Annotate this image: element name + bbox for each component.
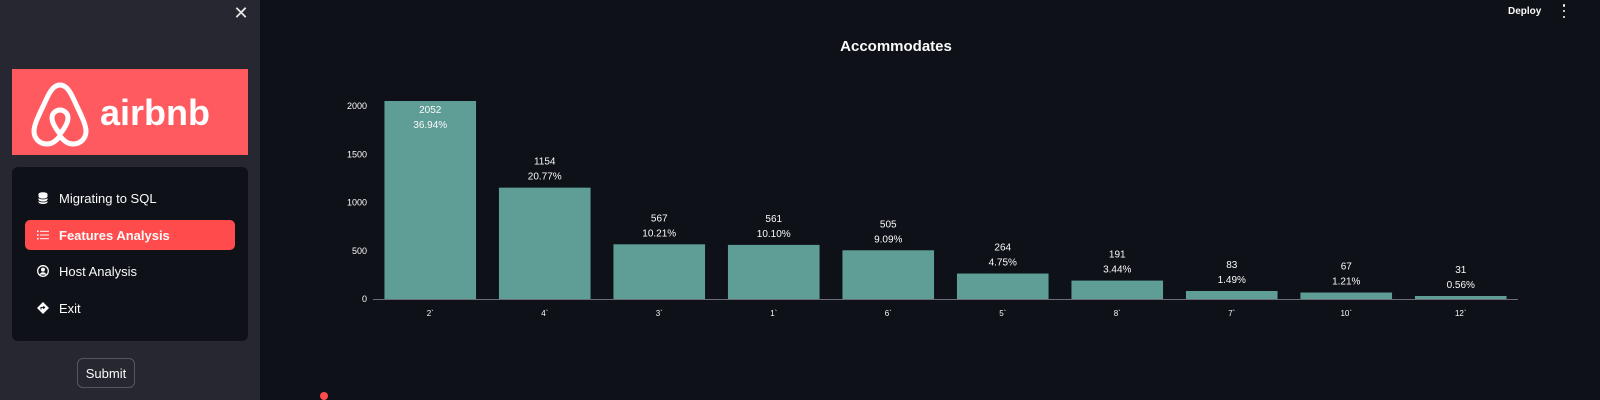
submit-button[interactable]: Submit [77, 358, 135, 388]
x-tick-label: 5` [999, 309, 1006, 318]
airbnb-belo-icon: airbnb [31, 82, 210, 147]
nav-item-label: Features Analysis [59, 227, 170, 243]
data-label-value: 561 [765, 214, 782, 225]
data-label-value: 191 [1109, 250, 1126, 261]
bar [613, 244, 706, 299]
nav-menu: Migrating to SQL Features Analysis Host … [12, 167, 248, 341]
x-tick-label: 4` [541, 309, 548, 318]
bar [1300, 292, 1393, 299]
database-icon [37, 192, 49, 204]
data-label-percent: 3.44% [1103, 265, 1131, 276]
bar [1185, 290, 1278, 299]
data-label-value: 83 [1226, 260, 1238, 271]
data-label-percent: 10.10% [757, 229, 791, 240]
signpost-icon [37, 302, 49, 314]
data-label-percent: 10.21% [642, 228, 676, 239]
x-tick-label: 8` [1114, 309, 1121, 318]
x-tick-label: 1` [770, 309, 777, 318]
bar [1414, 296, 1507, 299]
bar [956, 273, 1049, 299]
more-vertical-icon[interactable] [1561, 4, 1567, 18]
y-tick-label: 2000 [347, 101, 367, 111]
bar [727, 244, 820, 299]
nav-item-host-analysis[interactable]: Host Analysis [25, 256, 235, 286]
data-label-value: 567 [651, 213, 668, 224]
person-circle-icon [37, 265, 49, 277]
data-label-percent: 1.21% [1332, 277, 1360, 288]
data-label-value: 2052 [419, 105, 442, 116]
logo-text: airbnb [100, 92, 210, 133]
y-tick-label: 1500 [347, 149, 367, 159]
y-tick-label: 500 [352, 246, 367, 256]
list-icon [37, 229, 49, 241]
nav-item-features-analysis[interactable]: Features Analysis [25, 220, 235, 250]
data-label-value: 264 [994, 243, 1011, 254]
data-label-percent: 4.75% [989, 258, 1017, 269]
data-label-percent: 1.49% [1218, 275, 1246, 286]
nav-item-label: Migrating to SQL [59, 190, 157, 206]
x-tick-label: 2` [427, 309, 434, 318]
x-tick-label: 12` [1455, 309, 1467, 318]
bar [1071, 280, 1164, 299]
data-label-value: 31 [1455, 265, 1467, 276]
bar [498, 187, 591, 299]
data-label-percent: 9.09% [874, 234, 902, 245]
close-icon[interactable]: ✕ [233, 3, 249, 23]
x-tick-label: 6` [885, 309, 892, 318]
data-label-percent: 20.77% [528, 172, 562, 183]
nav-item-label: Exit [59, 300, 81, 316]
data-label-value: 1154 [534, 157, 556, 168]
chart-title: Accommodates [840, 38, 952, 55]
deploy-button[interactable]: Deploy [1508, 6, 1542, 17]
x-tick-label: 3` [656, 309, 663, 318]
x-tick-label: 7` [1228, 309, 1235, 318]
sidebar: ✕ airbnb Migrating to SQL Features Analy… [0, 0, 260, 400]
data-label-percent: 0.56% [1447, 280, 1475, 291]
y-tick-label: 0 [362, 294, 367, 304]
data-label-value: 67 [1341, 262, 1353, 273]
x-tick-label: 10` [1340, 309, 1352, 318]
nav-item-exit[interactable]: Exit [25, 293, 235, 323]
bar [842, 250, 935, 299]
status-dot [320, 392, 328, 400]
airbnb-logo: airbnb [12, 69, 248, 155]
nav-item-label: Host Analysis [59, 263, 138, 279]
nav-item-migrating-to-sql[interactable]: Migrating to SQL [25, 183, 235, 213]
bar [384, 101, 477, 299]
y-tick-label: 1000 [347, 198, 367, 208]
data-label-percent: 36.94% [413, 120, 447, 131]
data-label-value: 505 [880, 219, 897, 230]
